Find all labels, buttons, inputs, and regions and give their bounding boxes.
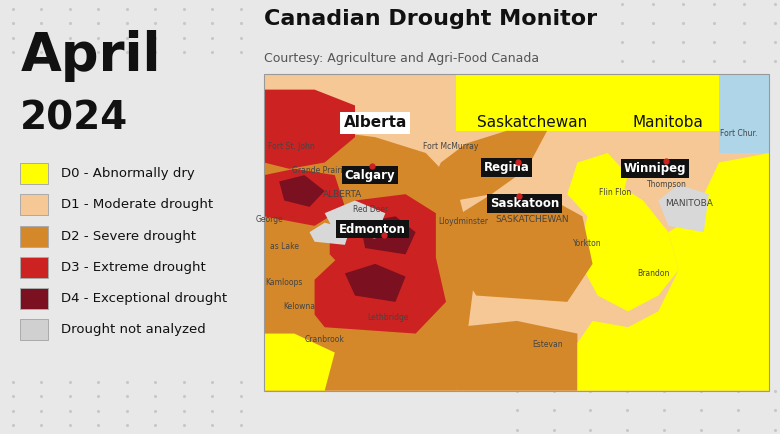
FancyBboxPatch shape <box>20 226 48 247</box>
Text: Brandon: Brandon <box>637 269 669 278</box>
Text: Drought not analyzed: Drought not analyzed <box>61 323 206 336</box>
Polygon shape <box>577 185 679 312</box>
Polygon shape <box>264 131 477 391</box>
Text: Edmonton: Edmonton <box>339 223 406 236</box>
Text: Lloydminster: Lloydminster <box>438 217 489 226</box>
Text: Manitoba: Manitoba <box>633 115 704 130</box>
Text: D2 - Severe drought: D2 - Severe drought <box>61 230 196 243</box>
Text: Cranbrook: Cranbrook <box>305 335 345 345</box>
Text: D1 - Moderate drought: D1 - Moderate drought <box>61 198 213 211</box>
Text: Calgary: Calgary <box>345 169 395 182</box>
Text: Red Deer: Red Deer <box>353 205 388 214</box>
Text: Courtesy: Agriculture and Agri-Food Canada: Courtesy: Agriculture and Agri-Food Cana… <box>264 52 539 65</box>
Polygon shape <box>264 232 324 302</box>
Text: 2024: 2024 <box>20 100 129 138</box>
Polygon shape <box>345 264 406 302</box>
Polygon shape <box>567 153 628 216</box>
Text: ALBERTA: ALBERTA <box>323 190 362 199</box>
Polygon shape <box>431 131 547 201</box>
Text: D4 - Exceptional drought: D4 - Exceptional drought <box>61 292 227 305</box>
Polygon shape <box>628 153 769 391</box>
Text: Kamloops: Kamloops <box>265 278 303 287</box>
Text: Flin Flon: Flin Flon <box>599 188 632 197</box>
Polygon shape <box>314 245 446 334</box>
Polygon shape <box>264 74 769 391</box>
Text: Alberta: Alberta <box>343 115 407 130</box>
Text: Thompson: Thompson <box>647 180 687 189</box>
Polygon shape <box>264 169 345 226</box>
Text: Grande Prairie: Grande Prairie <box>292 166 347 175</box>
Polygon shape <box>324 201 385 239</box>
Polygon shape <box>330 194 436 279</box>
Text: Lethbridge: Lethbridge <box>367 313 409 322</box>
Polygon shape <box>264 334 335 391</box>
Polygon shape <box>360 216 416 254</box>
Polygon shape <box>310 223 350 245</box>
Text: Fort St. John: Fort St. John <box>268 142 315 151</box>
Text: SASKATCHEWAN: SASKATCHEWAN <box>495 215 569 224</box>
FancyBboxPatch shape <box>20 194 48 215</box>
Text: Regina: Regina <box>484 161 530 174</box>
Text: Estevan: Estevan <box>532 340 562 349</box>
FancyBboxPatch shape <box>20 163 48 184</box>
Polygon shape <box>279 175 324 207</box>
Text: D0 - Abnormally dry: D0 - Abnormally dry <box>61 167 194 180</box>
Polygon shape <box>456 321 577 391</box>
Text: MANITOBA: MANITOBA <box>665 199 713 208</box>
Text: Yorkton: Yorkton <box>573 239 602 248</box>
Text: Winnipeg: Winnipeg <box>623 162 686 175</box>
Polygon shape <box>264 89 355 169</box>
Polygon shape <box>577 321 628 391</box>
Text: Kelowna: Kelowna <box>283 302 315 311</box>
Text: April: April <box>20 30 161 82</box>
Text: Fort Chur.: Fort Chur. <box>721 129 758 138</box>
FancyBboxPatch shape <box>20 288 48 309</box>
Text: George: George <box>255 215 283 224</box>
Text: Saskatchewan: Saskatchewan <box>477 115 587 130</box>
Polygon shape <box>456 74 769 131</box>
FancyBboxPatch shape <box>20 319 48 340</box>
Text: Canadian Drought Monitor: Canadian Drought Monitor <box>264 9 597 29</box>
Text: as Lake: as Lake <box>270 242 299 251</box>
Text: D3 - Extreme drought: D3 - Extreme drought <box>61 261 206 274</box>
Polygon shape <box>719 74 769 153</box>
Polygon shape <box>456 194 593 302</box>
Polygon shape <box>658 185 709 232</box>
FancyBboxPatch shape <box>20 257 48 278</box>
Text: Saskatoon: Saskatoon <box>490 197 559 210</box>
Text: Fort McMurray: Fort McMurray <box>424 142 479 151</box>
